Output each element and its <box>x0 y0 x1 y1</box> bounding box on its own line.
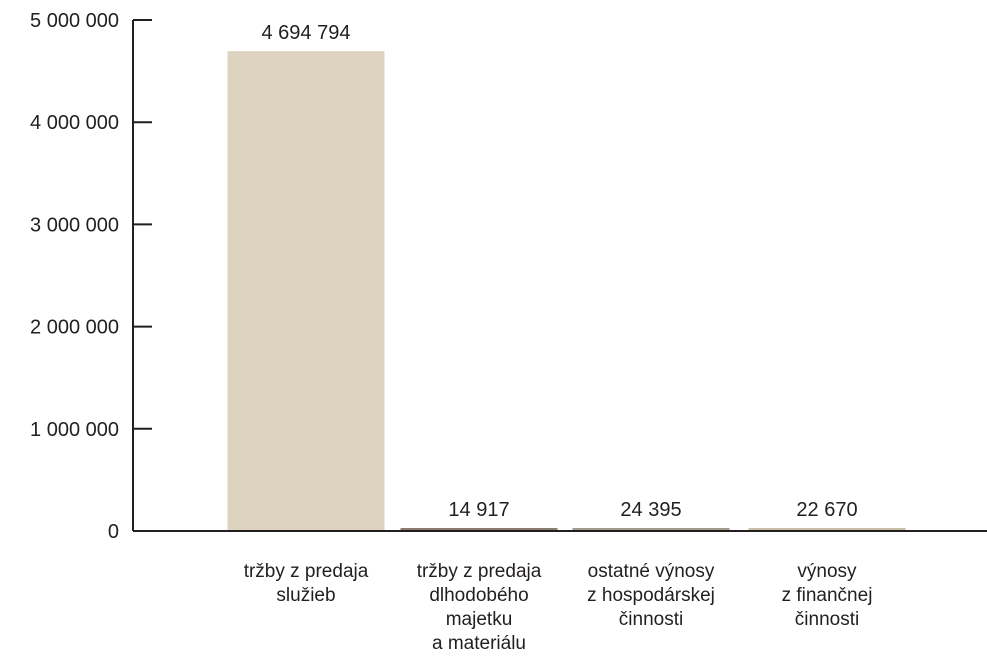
category-label-line: a materiálu <box>432 633 526 654</box>
category-label-line: majetku <box>446 609 513 630</box>
category-label-line: z finančnej <box>782 585 873 606</box>
y-tick-label: 0 <box>108 521 119 543</box>
bars: 4 694 794 14 917 24 395 22 670 <box>227 22 906 532</box>
y-tick-label: 5 000 000 <box>30 10 119 32</box>
category-label: ostatné výnosy z hospodárskej činnosti <box>587 561 715 630</box>
y-tick-label: 2 000 000 <box>30 317 119 339</box>
y-axis: 0 1 000 000 2 000 000 3 000 000 4 000 000 5 0… <box>30 10 152 543</box>
data-label: 24 395 <box>620 499 681 521</box>
data-label: 4 694 794 <box>262 22 351 44</box>
category-label: výnosy z finančnej činnosti <box>782 561 873 630</box>
bar <box>400 528 558 531</box>
bar <box>227 51 385 532</box>
category-label: tržby z predaja dlhodobého majetku a materi… <box>417 561 542 654</box>
bar <box>572 528 730 531</box>
category-label-line: ostatné výnosy <box>588 561 715 582</box>
category-label-line: tržby z predaja <box>244 561 369 582</box>
category-label-line: činnosti <box>795 609 859 630</box>
bar <box>748 528 906 531</box>
y-tick-label: 3 000 000 <box>30 214 119 236</box>
y-tick-label: 4 000 000 <box>30 112 119 134</box>
category-label-line: tržby z predaja <box>417 561 542 582</box>
y-tick-label: 1 000 000 <box>30 419 119 441</box>
data-label: 22 670 <box>796 499 857 521</box>
category-label-line: dlhodobého <box>429 585 528 606</box>
category-label-line: služieb <box>276 585 335 606</box>
category-label-line: z hospodárskej <box>587 585 715 606</box>
category-label: tržby z predaja služieb <box>244 561 369 606</box>
category-label-line: výnosy <box>797 561 857 582</box>
category-label-line: činnosti <box>619 609 683 630</box>
x-axis: tržby z predaja služieb tržby z predaja dlh… <box>133 530 987 654</box>
data-label: 14 917 <box>448 499 509 521</box>
